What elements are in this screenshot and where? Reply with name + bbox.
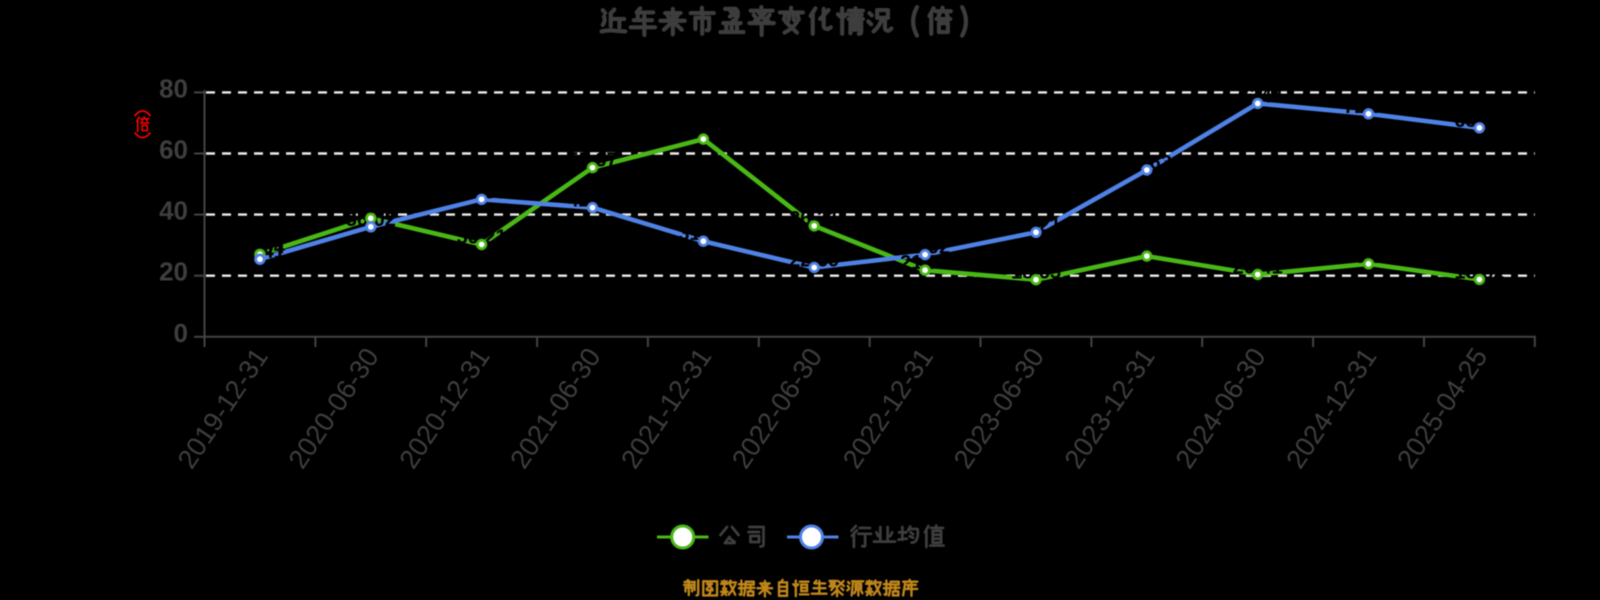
svg-text:26.38: 26.38 [1122, 238, 1172, 260]
svg-text:54.63: 54.63 [1122, 152, 1172, 174]
svg-text:27.04: 27.04 [235, 236, 286, 258]
svg-text:44.96: 44.96 [457, 181, 507, 203]
svg-text:26.92: 26.92 [900, 237, 950, 259]
svg-text:76.44: 76.44 [1233, 85, 1284, 107]
svg-text:20.41: 20.41 [1233, 257, 1283, 279]
svg-text:34.21: 34.21 [1011, 214, 1061, 236]
svg-text:21.78: 21.78 [900, 252, 950, 274]
svg-text:38.83: 38.83 [346, 200, 396, 222]
svg-text:31.28: 31.28 [678, 223, 728, 245]
svg-text:22.69: 22.69 [789, 250, 839, 272]
svg-text:18.82: 18.82 [1454, 261, 1504, 283]
svg-text:64.72: 64.72 [678, 121, 728, 143]
svg-text:36.31: 36.31 [789, 208, 839, 230]
svg-text:55.37: 55.37 [567, 150, 617, 172]
svg-text:23.94: 23.94 [1343, 246, 1394, 268]
svg-text:30.21: 30.21 [457, 227, 507, 249]
svg-text:18.65: 18.65 [1011, 262, 1061, 284]
svg-text:0: 0 [174, 318, 188, 348]
svg-text:40: 40 [159, 196, 188, 226]
svg-text:72.98: 72.98 [1343, 96, 1393, 118]
svg-text:80: 80 [159, 73, 188, 103]
svg-text:20: 20 [159, 257, 188, 287]
svg-text:42.31: 42.31 [567, 190, 617, 212]
svg-text:60: 60 [159, 135, 188, 165]
svg-text:68.39: 68.39 [1454, 110, 1504, 132]
